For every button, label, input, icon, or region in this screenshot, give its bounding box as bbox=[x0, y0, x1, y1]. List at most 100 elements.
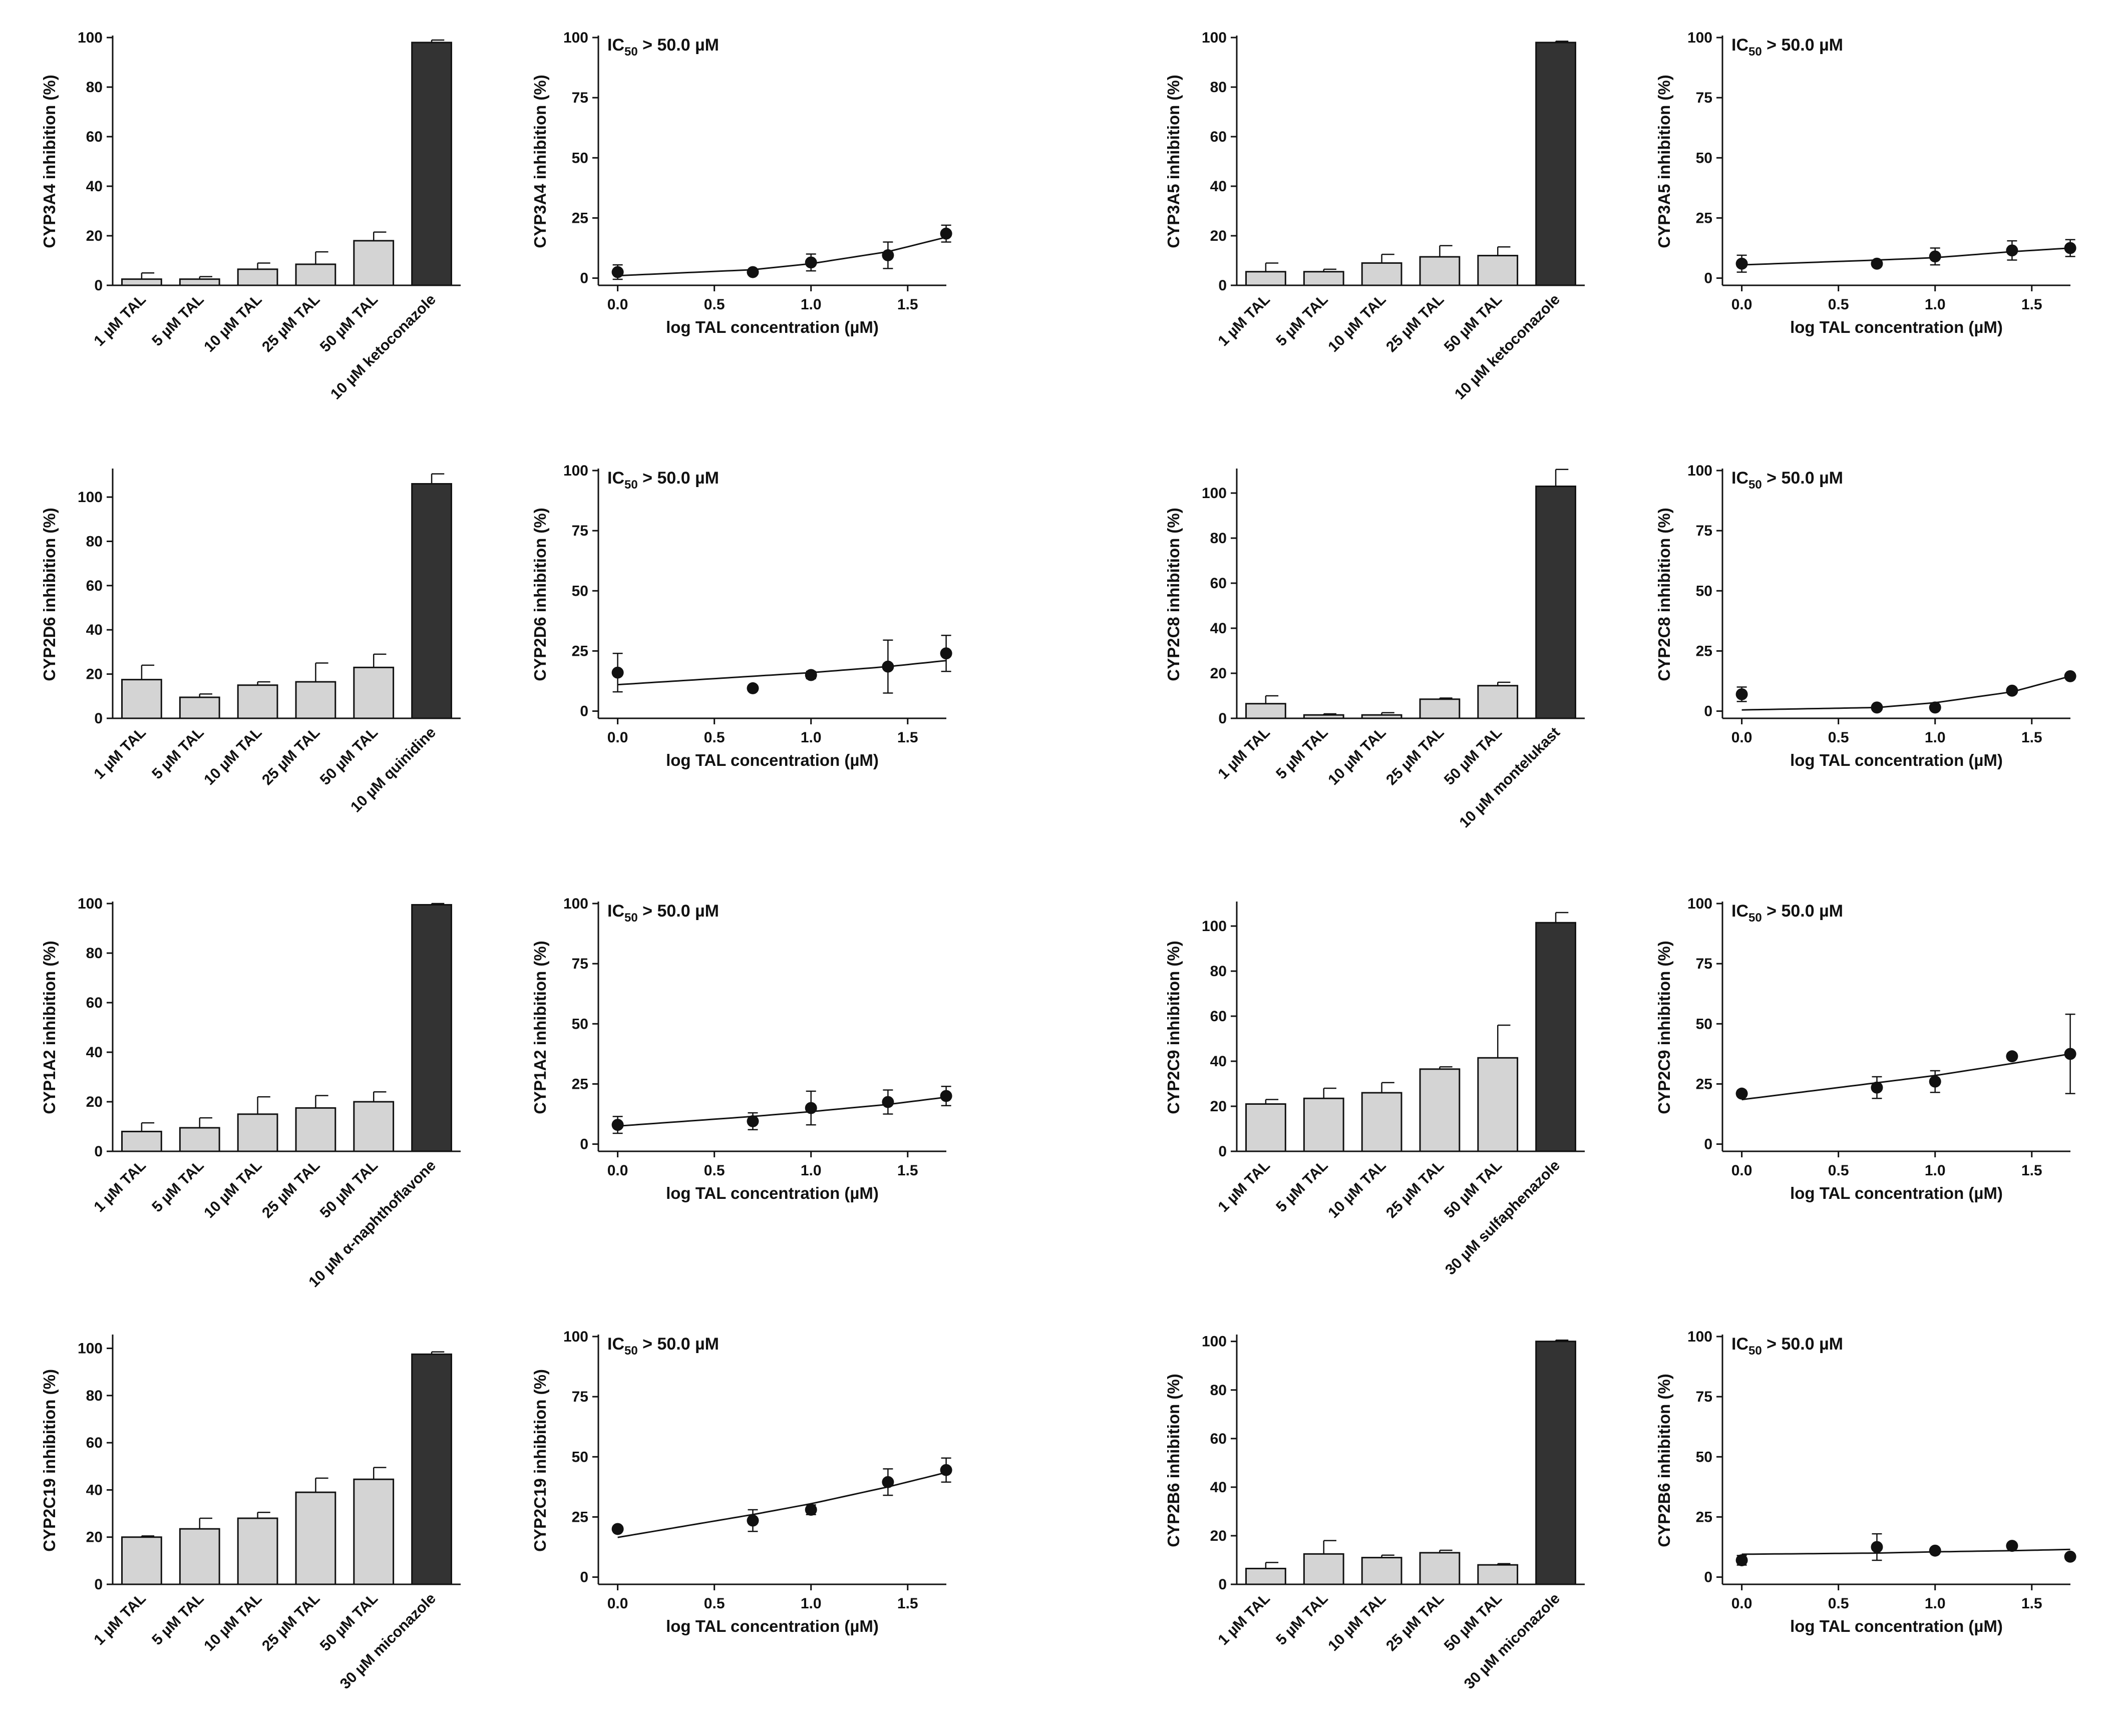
ic50-annotation: IC50 > 50.0 µM bbox=[1731, 1335, 1843, 1358]
y-tick-label: 20 bbox=[86, 666, 103, 683]
y-tick-label: 25 bbox=[1696, 1509, 1712, 1525]
y-tick-label: 100 bbox=[1687, 30, 1712, 46]
fit-curve bbox=[1741, 1548, 2070, 1555]
data-point bbox=[1871, 1081, 1883, 1094]
category-label: 10 µM ketoconazole bbox=[327, 291, 439, 403]
x-tick-label: 1.5 bbox=[897, 1595, 918, 1612]
x-tick-label: 1.0 bbox=[1925, 729, 1946, 746]
x-tick-label: 1.5 bbox=[897, 729, 918, 746]
y-tick-label: 50 bbox=[572, 1449, 588, 1465]
x-tick-label: 0.0 bbox=[1731, 296, 1752, 313]
y-tick-label: 0 bbox=[1704, 1569, 1712, 1586]
y-tick-label: 20 bbox=[86, 1094, 103, 1110]
category-label: 50 µM TAL bbox=[1441, 291, 1505, 355]
data-point bbox=[882, 1096, 894, 1108]
y-tick-label: 20 bbox=[1210, 228, 1227, 244]
y-tick-label: 100 bbox=[1202, 1334, 1227, 1350]
y-tick-label: 40 bbox=[86, 1482, 103, 1498]
y-tick-label: 0 bbox=[94, 710, 103, 727]
y-tick-label: 60 bbox=[1210, 575, 1227, 592]
data-point bbox=[1871, 1541, 1883, 1553]
data-point bbox=[2064, 1550, 2076, 1563]
x-tick-label: 0.0 bbox=[607, 1595, 628, 1612]
x-tick-label: 0.0 bbox=[1731, 1162, 1752, 1179]
tal-bar bbox=[1245, 1567, 1286, 1585]
x-tick-label: 1.0 bbox=[801, 1162, 822, 1179]
y-tick-label: 80 bbox=[86, 1388, 103, 1404]
x-tick-label: 0.5 bbox=[1828, 1162, 1849, 1179]
y-axis-title: CYP3A4 inhibition (%) bbox=[40, 75, 59, 248]
data-point bbox=[940, 647, 952, 660]
y-tick-label: 25 bbox=[572, 1076, 588, 1092]
y-axis-title: CYP1A2 inhibition (%) bbox=[40, 941, 59, 1114]
category-label: 10 µM TAL bbox=[1325, 724, 1389, 788]
data-point bbox=[611, 666, 624, 679]
data-point bbox=[747, 1514, 759, 1527]
fit-curve bbox=[1741, 675, 2070, 711]
x-tick-label: 1.5 bbox=[2021, 1595, 2042, 1612]
category-label: 5 µM TAL bbox=[149, 1157, 207, 1215]
tal-bar bbox=[1245, 1103, 1286, 1152]
data-point bbox=[1871, 257, 1883, 270]
category-label: 25 µM TAL bbox=[1383, 724, 1447, 788]
tal-bar bbox=[353, 666, 395, 719]
y-tick-label: 100 bbox=[1687, 896, 1712, 912]
y-tick-label: 100 bbox=[78, 896, 103, 912]
y-tick-label: 40 bbox=[1210, 1053, 1227, 1070]
tal-bar bbox=[295, 681, 336, 719]
y-tick-label: 100 bbox=[563, 30, 588, 46]
tal-bar bbox=[121, 278, 162, 286]
data-point bbox=[1735, 1554, 1748, 1566]
y-tick-label: 60 bbox=[86, 578, 103, 594]
x-tick-label: 1.0 bbox=[1925, 1162, 1946, 1179]
control-bar bbox=[1535, 486, 1576, 719]
tal-bar bbox=[237, 1113, 278, 1152]
category-label: 1 µM TAL bbox=[1215, 291, 1273, 349]
data-point bbox=[805, 669, 817, 681]
category-label: 1 µM TAL bbox=[91, 724, 149, 782]
y-tick-label: 100 bbox=[78, 489, 103, 506]
tal-bar bbox=[1303, 1553, 1344, 1585]
y-tick-label: 100 bbox=[563, 1329, 588, 1345]
y-tick-label: 75 bbox=[1696, 1389, 1712, 1405]
category-label: 25 µM TAL bbox=[259, 724, 323, 788]
category-label: 25 µM TAL bbox=[1383, 291, 1447, 355]
dose-response-cyp2d6: 0 25 50 75 100 0.0 0.5 1.0 1.5 log TAL concentrat… bbox=[531, 463, 952, 769]
y-tick-label: 50 bbox=[1696, 150, 1712, 166]
y-tick-label: 0 bbox=[1218, 1576, 1227, 1593]
y-tick-label: 75 bbox=[572, 956, 588, 972]
tal-bar bbox=[295, 1491, 336, 1585]
tal-bar bbox=[1303, 1097, 1344, 1152]
data-point bbox=[2006, 1540, 2018, 1552]
y-tick-label: 0 bbox=[94, 277, 103, 294]
data-point bbox=[1929, 701, 1941, 714]
category-label: 5 µM TAL bbox=[1273, 1157, 1331, 1215]
tal-bar bbox=[237, 684, 278, 719]
y-tick-label: 75 bbox=[1696, 523, 1712, 539]
y-tick-label: 40 bbox=[1210, 1479, 1227, 1496]
y-tick-label: 80 bbox=[1210, 530, 1227, 547]
data-point bbox=[611, 1119, 624, 1131]
data-point bbox=[805, 1102, 817, 1114]
y-tick-label: 60 bbox=[86, 1435, 103, 1451]
data-point bbox=[940, 227, 952, 240]
y-tick-label: 40 bbox=[1210, 178, 1227, 195]
y-tick-label: 75 bbox=[572, 523, 588, 539]
y-tick-label: 100 bbox=[1687, 1329, 1712, 1345]
y-tick-label: 25 bbox=[572, 643, 588, 659]
fit-curve bbox=[617, 236, 946, 277]
data-point bbox=[747, 266, 759, 278]
tal-bar bbox=[1303, 271, 1344, 286]
fit-curve bbox=[617, 1472, 946, 1538]
x-axis-title: log TAL concentration (µM) bbox=[1790, 1184, 2003, 1202]
ic50-annotation: IC50 > 50.0 µM bbox=[1731, 469, 1843, 492]
category-label: 1 µM TAL bbox=[91, 1590, 149, 1648]
data-point bbox=[1929, 1544, 1941, 1557]
y-tick-label: 75 bbox=[572, 90, 588, 106]
x-tick-label: 0.5 bbox=[1828, 729, 1849, 746]
y-tick-label: 0 bbox=[580, 703, 588, 720]
x-tick-label: 1.5 bbox=[897, 296, 918, 313]
y-axis-title: CYP2C9 inhibition (%) bbox=[1655, 941, 1673, 1114]
y-tick-label: 50 bbox=[572, 583, 588, 599]
